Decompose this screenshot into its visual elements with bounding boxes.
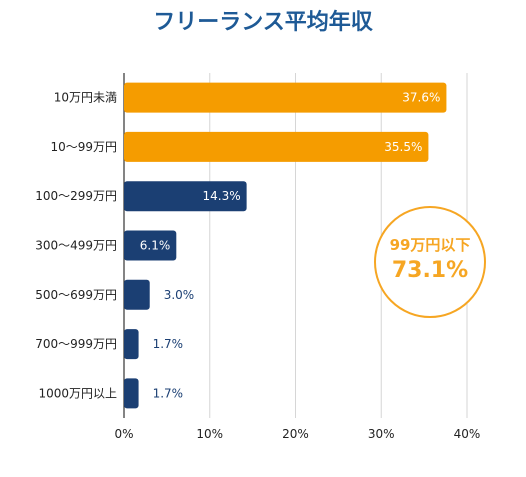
x-tick-label: 20% bbox=[282, 427, 309, 441]
callout-value: 73.1% bbox=[391, 258, 469, 283]
bar bbox=[124, 131, 429, 162]
summary-callout: 99万円以下 73.1% bbox=[374, 206, 486, 318]
callout-label: 99万円以下 bbox=[389, 236, 471, 254]
data-label: 14.3% bbox=[202, 189, 240, 203]
data-label: 35.5% bbox=[384, 140, 422, 154]
x-tick-label: 40% bbox=[454, 427, 481, 441]
data-label: 1.7% bbox=[153, 337, 184, 351]
x-tick-label: 0% bbox=[114, 427, 133, 441]
bar bbox=[124, 82, 447, 113]
category-label: 100～299万円 bbox=[35, 189, 117, 203]
data-label: 6.1% bbox=[140, 239, 171, 253]
bar bbox=[124, 230, 177, 261]
category-label: 1000万円以上 bbox=[38, 386, 117, 400]
category-label: 10～99万円 bbox=[50, 140, 117, 154]
data-label: 3.0% bbox=[164, 288, 195, 302]
chart-title: フリーランス平均年収 bbox=[153, 10, 373, 35]
bar bbox=[124, 378, 139, 409]
category-label: 300～499万円 bbox=[35, 239, 117, 253]
bar bbox=[124, 181, 247, 212]
category-label: 10万円未満 bbox=[54, 91, 117, 105]
bar bbox=[124, 329, 139, 360]
category-label: 700～999万円 bbox=[35, 337, 117, 351]
x-tick-label: 10% bbox=[196, 427, 223, 441]
data-label: 37.6% bbox=[402, 91, 440, 105]
bar bbox=[124, 279, 150, 310]
data-label: 1.7% bbox=[153, 386, 184, 400]
category-label: 500～699万円 bbox=[35, 288, 117, 302]
x-tick-label: 30% bbox=[368, 427, 395, 441]
